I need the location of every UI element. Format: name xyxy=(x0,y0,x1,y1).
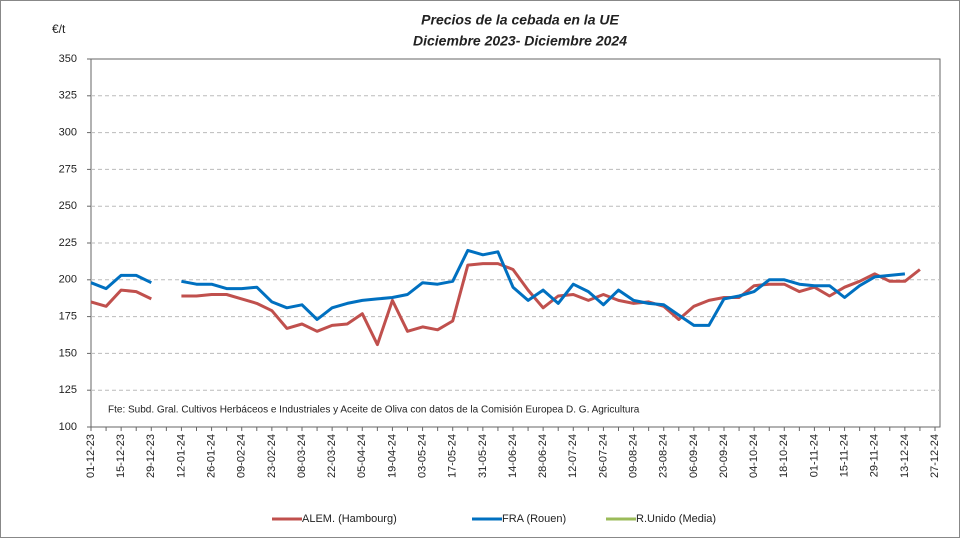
y-tick-label: 325 xyxy=(59,90,77,102)
chart-subtitle: Diciembre 2023- Diciembre 2024 xyxy=(413,33,627,49)
y-axis-label: €/t xyxy=(52,22,66,36)
legend-label: R.Unido (Media) xyxy=(636,513,716,525)
y-tick-label: 125 xyxy=(59,384,77,396)
x-tick-label: 17-05-24 xyxy=(447,434,459,478)
x-tick-label: 29-11-24 xyxy=(869,434,881,477)
x-tick-label: 06-09-24 xyxy=(688,434,700,478)
y-tick-label: 275 xyxy=(59,163,77,175)
x-tick-label: 23-08-24 xyxy=(658,434,670,478)
x-tick-label: 14-06-24 xyxy=(507,434,519,478)
x-tick-label: 27-12-24 xyxy=(929,434,941,478)
x-tick-label: 09-08-24 xyxy=(627,434,639,478)
source-note: Fte: Subd. Gral. Cultivos Herbáceos e In… xyxy=(108,405,640,416)
x-tick-label: 01-12-23 xyxy=(85,434,97,478)
x-tick-label: 13-12-24 xyxy=(899,434,911,478)
x-tick-label: 15-11-24 xyxy=(838,434,850,477)
legend-label: FRA (Rouen) xyxy=(502,513,566,525)
x-tick-label: 20-09-24 xyxy=(718,434,730,478)
x-tick-label: 01-11-24 xyxy=(808,434,820,477)
y-tick-label: 200 xyxy=(59,274,77,286)
x-tick-label: 04-10-24 xyxy=(748,434,760,478)
x-tick-label: 15-12-23 xyxy=(115,434,127,478)
series-line xyxy=(90,248,906,327)
x-tick-label: 12-07-24 xyxy=(567,434,579,478)
x-tick-label: 19-04-24 xyxy=(386,434,398,478)
y-tick-label: 100 xyxy=(59,421,77,433)
x-tick-label: 29-12-23 xyxy=(145,434,157,478)
x-tick-label: 08-03-24 xyxy=(296,434,308,478)
y-tick-label: 150 xyxy=(59,347,77,359)
x-tick-label: 28-06-24 xyxy=(537,434,549,478)
x-tick-label: 26-01-24 xyxy=(205,434,217,478)
x-tick-label: 22-03-24 xyxy=(326,434,338,478)
y-tick-label: 225 xyxy=(59,237,77,249)
y-tick-label: 250 xyxy=(59,200,77,212)
x-tick-label: 18-10-24 xyxy=(778,434,790,478)
x-tick-label: 03-05-24 xyxy=(416,434,428,478)
y-tick-label: 300 xyxy=(59,127,77,139)
x-tick-label: 05-04-24 xyxy=(356,434,368,478)
x-tick-label: 12-01-24 xyxy=(175,434,187,478)
x-tick-label: 26-07-24 xyxy=(597,434,609,478)
x-tick-label: 31-05-24 xyxy=(477,434,489,478)
x-tick-label: 09-02-24 xyxy=(236,434,248,478)
chart-title: Precios de la cebada en la UE xyxy=(421,12,619,28)
x-tick-label: 23-02-24 xyxy=(266,434,278,478)
y-tick-label: 350 xyxy=(59,53,77,65)
legend-label: ALEM. (Hambourg) xyxy=(302,513,397,525)
y-tick-label: 175 xyxy=(59,311,77,323)
series-line xyxy=(90,262,921,347)
